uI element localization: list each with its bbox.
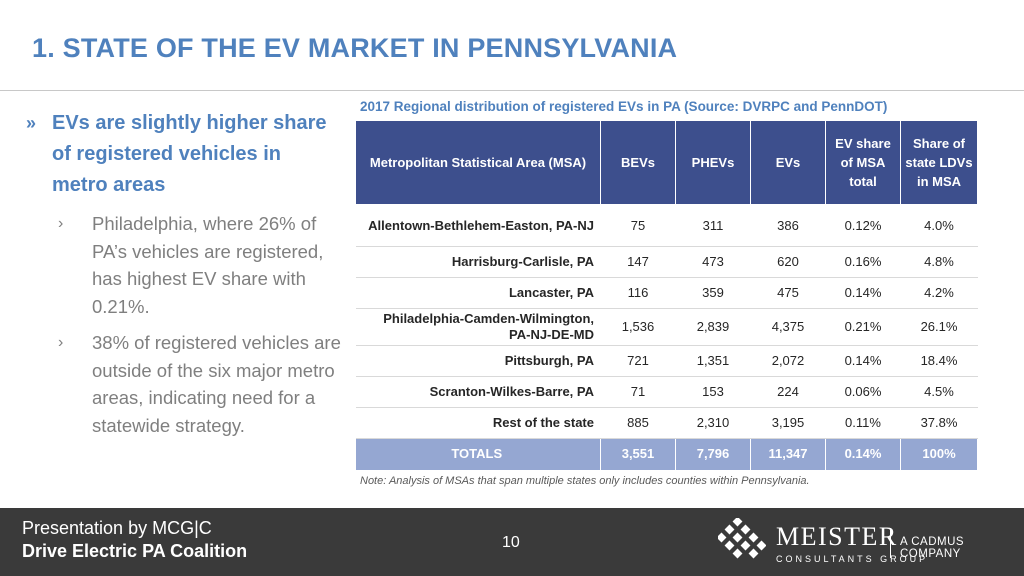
table-row: Scranton-Wilkes-Barre, PA 71 153 224 0.0… — [355, 376, 978, 408]
totals-label: TOTALS — [355, 438, 601, 470]
table-row: Allentown-Bethlehem-Easton, PA-NJ 75 311… — [355, 204, 978, 247]
cell-phevs: 2,839 — [675, 308, 751, 346]
footer-presenter: Presentation by MCG|C — [22, 518, 212, 538]
header-ev-share: EV share of MSA total — [825, 120, 901, 205]
cell-msa: Lancaster, PA — [355, 277, 601, 309]
logo-cadmus: A CADMUS COMPANY — [900, 536, 965, 560]
sub-bullet-marker: › — [58, 215, 64, 232]
cell-ldv-share: 37.8% — [900, 407, 978, 439]
cell-msa: Pittsburgh, PA — [355, 345, 601, 377]
table-caption: 2017 Regional distribution of registered… — [360, 99, 888, 114]
sub-bullet: › 38% of registered vehicles are outside… — [22, 329, 342, 439]
cell-bevs: 116 — [600, 277, 676, 309]
sub-bullet-text: Philadelphia, where 26% of PA’s vehicles… — [92, 213, 324, 317]
totals-ev-share: 0.14% — [825, 438, 901, 470]
cell-bevs: 75 — [600, 204, 676, 247]
cell-bevs: 71 — [600, 376, 676, 408]
cell-msa: Scranton-Wilkes-Barre, PA — [355, 376, 601, 408]
header-phevs: PHEVs — [675, 120, 751, 205]
table-row: Philadelphia-Camden-Wilmington, PA-NJ-DE… — [355, 308, 978, 346]
cell-ev-share: 0.14% — [825, 277, 901, 309]
cell-ldv-share: 4.5% — [900, 376, 978, 408]
cell-evs: 475 — [750, 277, 826, 309]
page-number: 10 — [502, 534, 520, 551]
cell-ldv-share: 4.8% — [900, 246, 978, 278]
cell-phevs: 153 — [675, 376, 751, 408]
cell-ev-share: 0.06% — [825, 376, 901, 408]
meister-logo: MEISTER CONSULTANTS GROUP A CADMUS COMPA… — [718, 514, 1008, 570]
cell-phevs: 2,310 — [675, 407, 751, 439]
logo-name: MEISTER — [776, 522, 898, 551]
sub-bullet-text: 38% of registered vehicles are outside o… — [92, 332, 341, 436]
footer: Presentation by MCG|C Drive Electric PA … — [0, 508, 1024, 576]
sub-bullet-list: › Philadelphia, where 26% of PA’s vehicl… — [22, 210, 342, 439]
slide-title: 1. STATE OF THE EV MARKET IN PENNSYLVANI… — [32, 33, 678, 63]
cell-bevs: 885 — [600, 407, 676, 439]
cell-phevs: 473 — [675, 246, 751, 278]
cell-bevs: 721 — [600, 345, 676, 377]
cell-ev-share: 0.12% — [825, 204, 901, 247]
main-bullet: » EVs are slightly higher share of regis… — [22, 108, 342, 201]
cell-msa: Rest of the state — [355, 407, 601, 439]
footer-coalition: Drive Electric PA Coalition — [22, 541, 248, 561]
cell-ldv-share: 26.1% — [900, 308, 978, 346]
cell-bevs: 1,536 — [600, 308, 676, 346]
cell-bevs: 147 — [600, 246, 676, 278]
cell-msa: Allentown-Bethlehem-Easton, PA-NJ — [355, 204, 601, 247]
cell-ev-share: 0.21% — [825, 308, 901, 346]
totals-ldv-share: 100% — [900, 438, 978, 470]
cell-ldv-share: 18.4% — [900, 345, 978, 377]
header-msa: Metropolitan Statistical Area (MSA) — [355, 120, 601, 205]
logo-divider — [890, 528, 891, 558]
cell-evs: 224 — [750, 376, 826, 408]
table-row: Harrisburg-Carlisle, PA 147 473 620 0.16… — [355, 246, 978, 278]
cell-evs: 620 — [750, 246, 826, 278]
table-row: Pittsburgh, PA 721 1,351 2,072 0.14% 18.… — [355, 345, 978, 377]
cell-msa: Philadelphia-Camden-Wilmington, PA-NJ-DE… — [355, 308, 601, 346]
cell-evs: 4,375 — [750, 308, 826, 346]
header-evs: EVs — [750, 120, 826, 205]
cell-ldv-share: 4.0% — [900, 204, 978, 247]
table-note: Note: Analysis of MSAs that span multipl… — [360, 475, 810, 487]
ev-distribution-table: Metropolitan Statistical Area (MSA) BEVs… — [355, 120, 978, 470]
ev-distribution-table-wrapper: Metropolitan Statistical Area (MSA) BEVs… — [355, 120, 978, 470]
table-row: Lancaster, PA 116 359 475 0.14% 4.2% — [355, 277, 978, 309]
cell-ev-share: 0.16% — [825, 246, 901, 278]
logo-subtitle: CONSULTANTS GROUP — [776, 554, 929, 564]
main-bullet-text: EVs are slightly higher share of registe… — [52, 112, 327, 196]
cell-ldv-share: 4.2% — [900, 277, 978, 309]
cell-phevs: 359 — [675, 277, 751, 309]
totals-bevs: 3,551 — [600, 438, 676, 470]
cell-ev-share: 0.14% — [825, 345, 901, 377]
cell-phevs: 311 — [675, 204, 751, 247]
totals-phevs: 7,796 — [675, 438, 751, 470]
totals-evs: 11,347 — [750, 438, 826, 470]
table-row: Rest of the state 885 2,310 3,195 0.11% … — [355, 407, 978, 439]
sub-bullet-marker: › — [58, 334, 64, 351]
title-divider — [0, 90, 1024, 91]
cell-evs: 386 — [750, 204, 826, 247]
cell-ev-share: 0.11% — [825, 407, 901, 439]
cell-phevs: 1,351 — [675, 345, 751, 377]
cell-evs: 3,195 — [750, 407, 826, 439]
header-bevs: BEVs — [600, 120, 676, 205]
header-ldv-share: Share of state LDVs in MSA — [900, 120, 978, 205]
cell-evs: 2,072 — [750, 345, 826, 377]
bullet-marker: » — [26, 113, 37, 133]
totals-row: TOTALS 3,551 7,796 11,347 0.14% 100% — [355, 438, 978, 470]
bullet-list: » EVs are slightly higher share of regis… — [22, 108, 342, 439]
cell-msa: Harrisburg-Carlisle, PA — [355, 246, 601, 278]
table-header-row: Metropolitan Statistical Area (MSA) BEVs… — [355, 120, 978, 205]
meister-dots-icon — [718, 518, 766, 559]
sub-bullet: › Philadelphia, where 26% of PA’s vehicl… — [22, 210, 342, 320]
